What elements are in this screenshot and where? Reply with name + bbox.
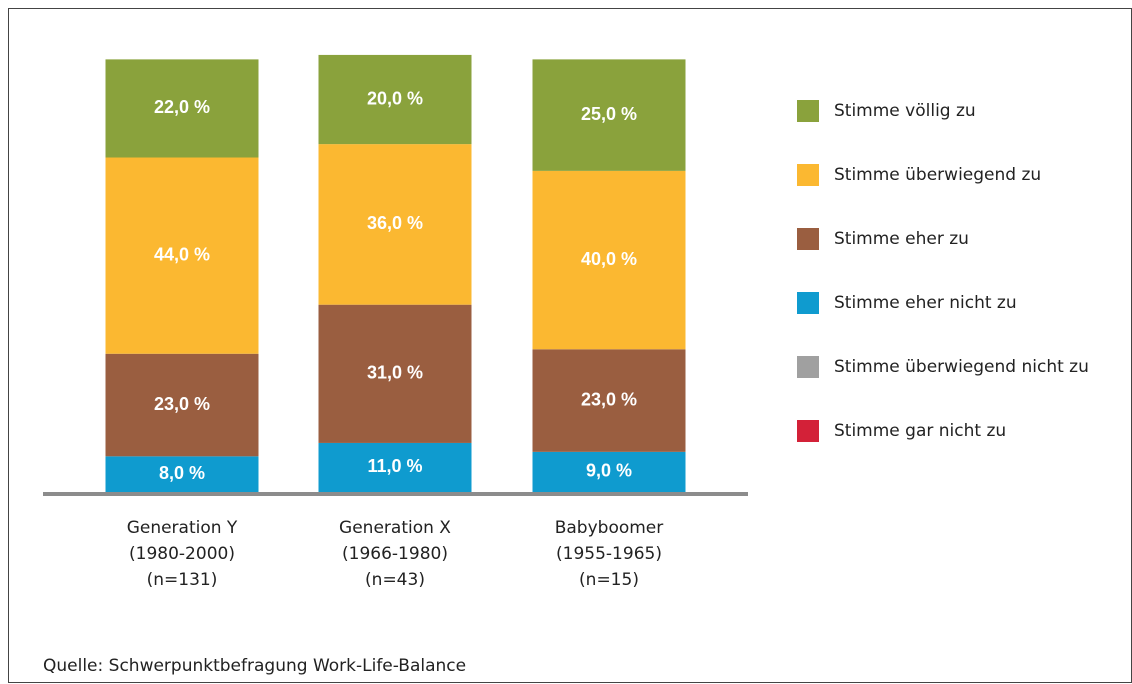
bar-segment [318,304,472,443]
source-note: Quelle: Schwerpunktbefragung Work-Life-B… [43,656,466,676]
bar-segment [105,456,259,492]
value-label: 11,0 % [367,456,422,476]
legend-label: Stimme überwiegend nicht zu [834,357,1089,377]
bar-segment [532,59,686,171]
bar-segment [318,144,472,305]
legend-swatch [797,164,819,186]
legend-swatch [797,420,819,442]
bar-segment [532,451,686,492]
x-tick-label: Generation X [339,518,451,538]
legend-swatch [797,292,819,314]
legend-label: Stimme eher nicht zu [834,293,1017,313]
bar-segment [105,353,259,457]
x-tick-label: (n=15) [579,570,639,590]
value-label: 23,0 % [581,389,637,409]
bar-segment [105,157,259,354]
x-tick-label: (n=43) [365,570,425,590]
legend-label: Stimme gar nicht zu [834,421,1006,441]
value-label: 23,0 % [154,394,210,414]
x-tick-label: (1966-1980) [342,544,448,564]
x-tick-label: Generation Y [127,518,238,538]
x-tick-label: (1980-2000) [129,544,235,564]
legend-swatch [797,356,819,378]
x-tick-label: (1955-1965) [556,544,662,564]
legend-label: Stimme eher zu [834,229,969,249]
value-label: 44,0 % [154,244,210,264]
x-tick-label: Babyboomer [555,518,664,538]
bar-segment [318,54,472,145]
bar-segment [532,349,686,452]
value-label: 40,0 % [581,249,637,269]
value-label: 31,0 % [367,363,423,383]
x-tick-label: (n=131) [147,570,218,590]
bar-segment [318,442,472,492]
value-label: 36,0 % [367,213,423,233]
value-label: 8,0 % [159,463,205,483]
legend-label: Stimme überwiegend zu [834,165,1041,185]
legend-swatch [797,100,819,122]
value-label: 25,0 % [581,104,637,124]
value-label: 20,0 % [367,88,423,108]
legend-swatch [797,228,819,250]
value-label: 22,0 % [154,97,210,117]
legend-label: Stimme völlig zu [834,101,976,121]
value-label: 9,0 % [586,461,632,481]
bar-segment [105,59,259,158]
bar-segment [532,170,686,350]
